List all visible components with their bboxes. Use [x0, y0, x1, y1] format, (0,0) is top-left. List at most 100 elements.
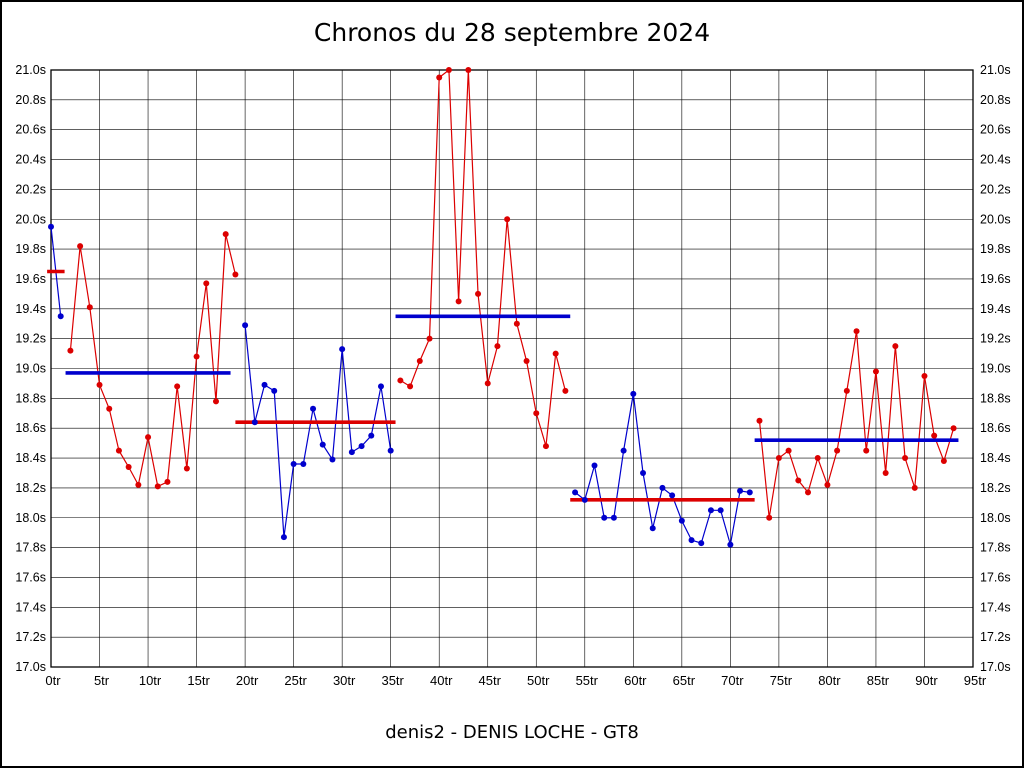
data-point [164, 478, 171, 485]
y-tick-label-left: 19.8s [15, 242, 46, 256]
y-tick-label-right: 17.0s [980, 660, 1011, 674]
data-point [863, 447, 870, 454]
y-tick-label-left: 20.0s [15, 212, 46, 226]
data-point [504, 216, 511, 223]
data-point [135, 481, 142, 488]
data-point [106, 405, 113, 412]
x-tick-label: 45tr [479, 673, 502, 688]
y-tick-label-left: 19.6s [15, 272, 46, 286]
series-line-stint-2 [69, 234, 236, 488]
x-tick-label: 65tr [673, 673, 696, 688]
data-point [319, 441, 326, 448]
x-tick-label: 35tr [381, 673, 404, 688]
data-point [523, 358, 530, 365]
data-point [86, 304, 93, 311]
data-point [261, 381, 268, 388]
data-point [834, 447, 841, 454]
y-tick-label-right: 18.0s [980, 511, 1011, 525]
data-point [610, 514, 617, 521]
data-point [271, 387, 278, 394]
y-tick-label-left: 17.4s [15, 600, 46, 614]
data-point [882, 469, 889, 476]
data-point [212, 398, 219, 405]
x-tick-label: 55tr [576, 673, 599, 688]
data-point [940, 458, 947, 465]
data-point [552, 350, 559, 357]
y-tick-label-left: 18.2s [15, 481, 46, 495]
y-tick-label-left: 17.6s [15, 570, 46, 584]
data-point [775, 455, 782, 462]
x-tick-label: 25tr [284, 673, 307, 688]
y-tick-label-left: 18.0s [15, 511, 46, 525]
data-point [193, 353, 200, 360]
x-tick-label: 50tr [527, 673, 550, 688]
data-point [416, 358, 423, 365]
data-point [377, 383, 384, 390]
y-tick-label-left: 19.4s [15, 302, 46, 316]
data-point [513, 320, 520, 327]
data-point [57, 313, 64, 320]
data-point [591, 462, 598, 469]
data-point [407, 383, 414, 390]
y-tick-label-right: 18.8s [980, 391, 1011, 405]
data-point [368, 432, 375, 439]
x-tick-label: 70tr [721, 673, 744, 688]
data-point [785, 447, 792, 454]
plot-border [50, 69, 974, 668]
data-point [174, 383, 181, 390]
y-tick-label-left: 18.8s [15, 391, 46, 405]
data-point [533, 410, 540, 417]
x-tick-label: 20tr [236, 673, 259, 688]
x-tick-label: 5tr [94, 673, 110, 688]
y-tick-label-left: 21.0s [15, 63, 46, 77]
data-point [222, 231, 229, 238]
chart-subtitle: denis2 - DENIS LOCHE - GT8 [385, 722, 639, 743]
data-point [77, 243, 84, 250]
data-point [300, 461, 307, 468]
series-line-stint-5 [574, 393, 750, 545]
data-point [96, 381, 103, 388]
data-point [445, 67, 452, 73]
y-tick-label-right: 17.4s [980, 600, 1011, 614]
x-tick-label: 60tr [624, 673, 647, 688]
data-point [494, 343, 501, 350]
data-point [707, 507, 714, 514]
data-point [795, 477, 802, 484]
y-tick-label-right: 17.6s [980, 570, 1011, 584]
y-tick-label-left: 19.2s [15, 332, 46, 346]
x-tick-label: 0tr [45, 673, 61, 688]
data-point [242, 322, 249, 329]
y-tick-label-left: 20.4s [15, 153, 46, 167]
data-point [465, 67, 472, 73]
data-point [542, 443, 549, 450]
y-tick-label-left: 17.8s [15, 541, 46, 555]
data-point [824, 481, 831, 488]
data-point [145, 434, 152, 441]
data-point [669, 492, 676, 499]
x-tick-label: 75tr [770, 673, 793, 688]
y-tick-label-right: 19.8s [980, 242, 1011, 256]
data-point [290, 461, 297, 468]
y-tick-label-right: 19.6s [980, 272, 1011, 286]
data-point [203, 280, 210, 287]
y-tick-label-left: 18.6s [15, 421, 46, 435]
data-point [766, 514, 773, 521]
y-tick-label-right: 20.0s [980, 212, 1011, 226]
data-point [746, 489, 753, 496]
data-point [310, 405, 317, 412]
data-point [183, 465, 190, 472]
data-point [630, 390, 637, 397]
data-point [348, 449, 355, 456]
data-point [387, 447, 394, 454]
data-point [688, 537, 695, 544]
series-line-stint-3 [244, 325, 392, 538]
data-point [649, 525, 656, 532]
x-tick-label: 15tr [187, 673, 210, 688]
data-point [853, 328, 860, 335]
y-tick-label-left: 17.2s [15, 630, 46, 644]
y-tick-label-left: 20.6s [15, 123, 46, 137]
y-tick-label-left: 18.4s [15, 451, 46, 465]
y-tick-label-right: 18.4s [980, 451, 1011, 465]
